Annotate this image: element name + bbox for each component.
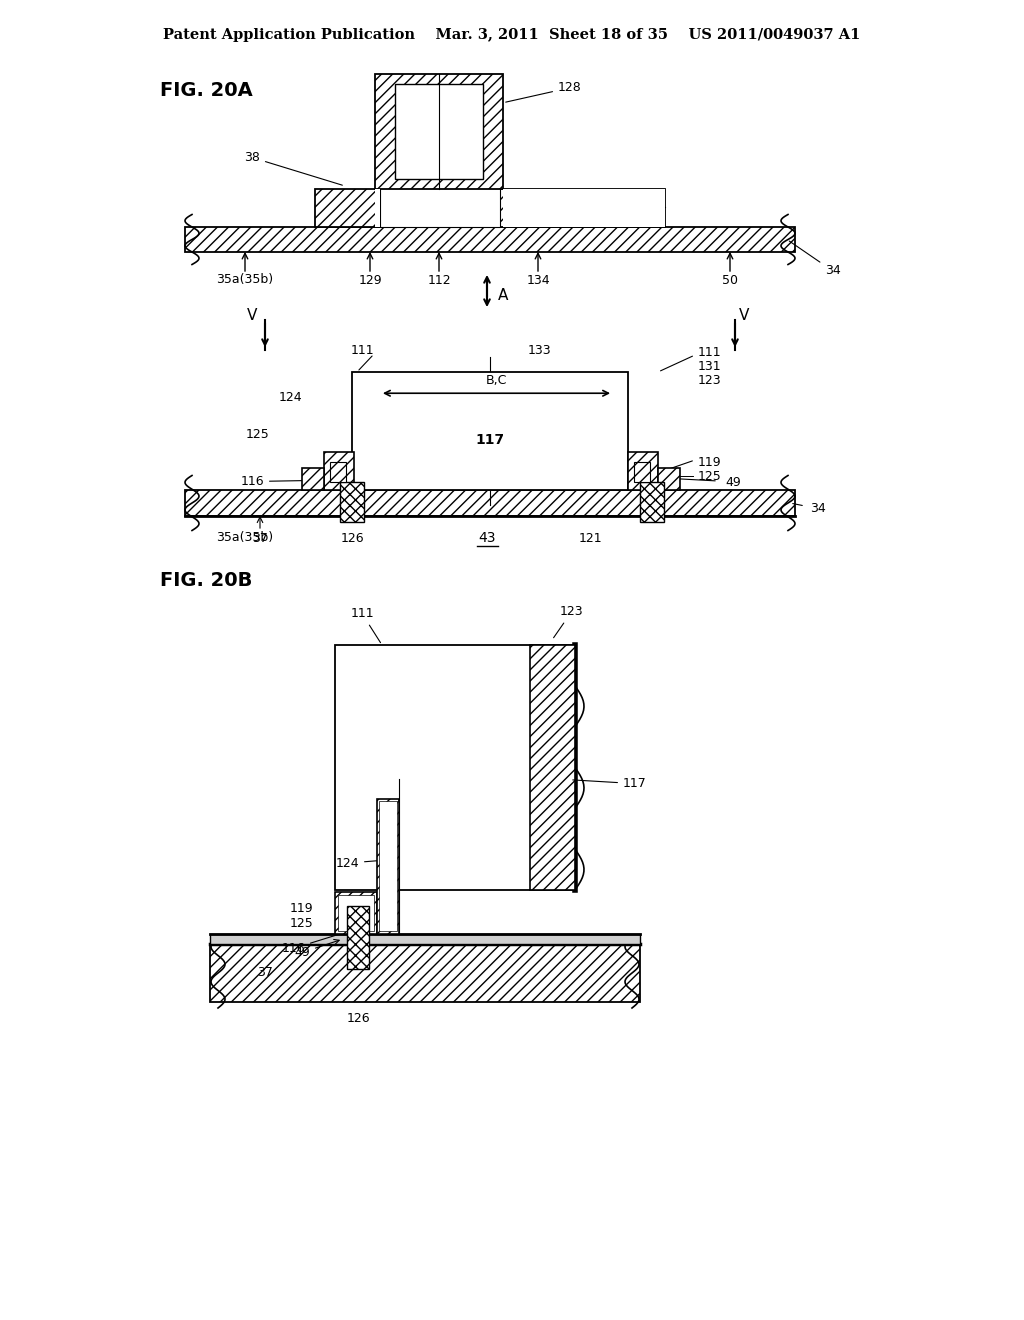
Text: 119: 119 (698, 455, 722, 469)
Bar (340, 482, 364, 521)
Text: 124: 124 (336, 857, 384, 870)
Bar (330, 462, 346, 482)
Text: 116: 116 (282, 929, 353, 954)
Text: 126: 126 (340, 532, 364, 544)
Text: 49: 49 (725, 475, 740, 488)
Text: 125: 125 (246, 429, 269, 441)
Text: 131: 131 (698, 359, 722, 372)
Bar (658, 469, 680, 490)
Text: 121: 121 (579, 532, 602, 544)
Text: V: V (739, 308, 750, 322)
Text: A: A (498, 288, 508, 302)
Bar (503, 189, 665, 227)
Text: 123: 123 (554, 605, 584, 638)
Text: 34: 34 (810, 502, 825, 515)
Bar (379, 801, 397, 931)
Bar (210, 944, 640, 1002)
Text: 125: 125 (698, 470, 722, 483)
Text: 133: 133 (527, 343, 552, 356)
Text: 111: 111 (350, 607, 381, 643)
Bar (352, 372, 628, 490)
Bar (377, 799, 399, 935)
Text: 35a(35b): 35a(35b) (216, 273, 273, 286)
Bar (302, 469, 324, 490)
Text: 112: 112 (427, 273, 451, 286)
Text: 116: 116 (241, 475, 336, 488)
Bar (634, 462, 650, 482)
Text: Patent Application Publication    Mar. 3, 2011  Sheet 18 of 35    US 2011/004903: Patent Application Publication Mar. 3, 2… (163, 28, 861, 42)
Text: 126: 126 (346, 1011, 370, 1024)
Bar (640, 482, 664, 521)
Bar (375, 74, 503, 189)
Bar (185, 227, 795, 252)
Text: 38: 38 (244, 150, 342, 185)
Text: 129: 129 (358, 273, 382, 286)
Text: 123: 123 (698, 374, 722, 387)
Text: 124: 124 (279, 392, 302, 404)
Text: 35a(35b): 35a(35b) (216, 532, 273, 544)
Bar (380, 187, 500, 227)
Text: 111: 111 (350, 343, 374, 356)
Text: 43: 43 (478, 531, 496, 545)
Bar (338, 895, 374, 931)
Text: 125: 125 (289, 917, 313, 931)
Bar (530, 645, 575, 890)
Text: 119: 119 (290, 903, 313, 915)
Text: 49: 49 (294, 940, 339, 960)
Text: FIG. 20A: FIG. 20A (160, 81, 253, 99)
Bar (395, 84, 483, 180)
Text: 128: 128 (506, 82, 582, 102)
Bar (324, 451, 354, 490)
Text: 111: 111 (698, 346, 722, 359)
Bar (210, 935, 640, 944)
Bar (335, 645, 575, 890)
Text: 117: 117 (475, 433, 505, 447)
Text: 117: 117 (572, 777, 647, 791)
Text: 134: 134 (526, 273, 550, 286)
Text: 43: 43 (478, 91, 496, 106)
Bar (335, 892, 377, 935)
Text: 50: 50 (722, 273, 738, 286)
Text: B,C: B,C (485, 374, 507, 387)
Text: 34: 34 (790, 242, 841, 277)
Text: FIG. 20B: FIG. 20B (160, 570, 252, 590)
Bar (375, 189, 380, 227)
Bar (347, 906, 369, 969)
Text: 37: 37 (252, 532, 268, 544)
Bar (628, 451, 658, 490)
Bar (185, 490, 795, 516)
Text: 37: 37 (257, 966, 273, 979)
Bar (315, 189, 665, 227)
Text: V: V (247, 308, 257, 322)
